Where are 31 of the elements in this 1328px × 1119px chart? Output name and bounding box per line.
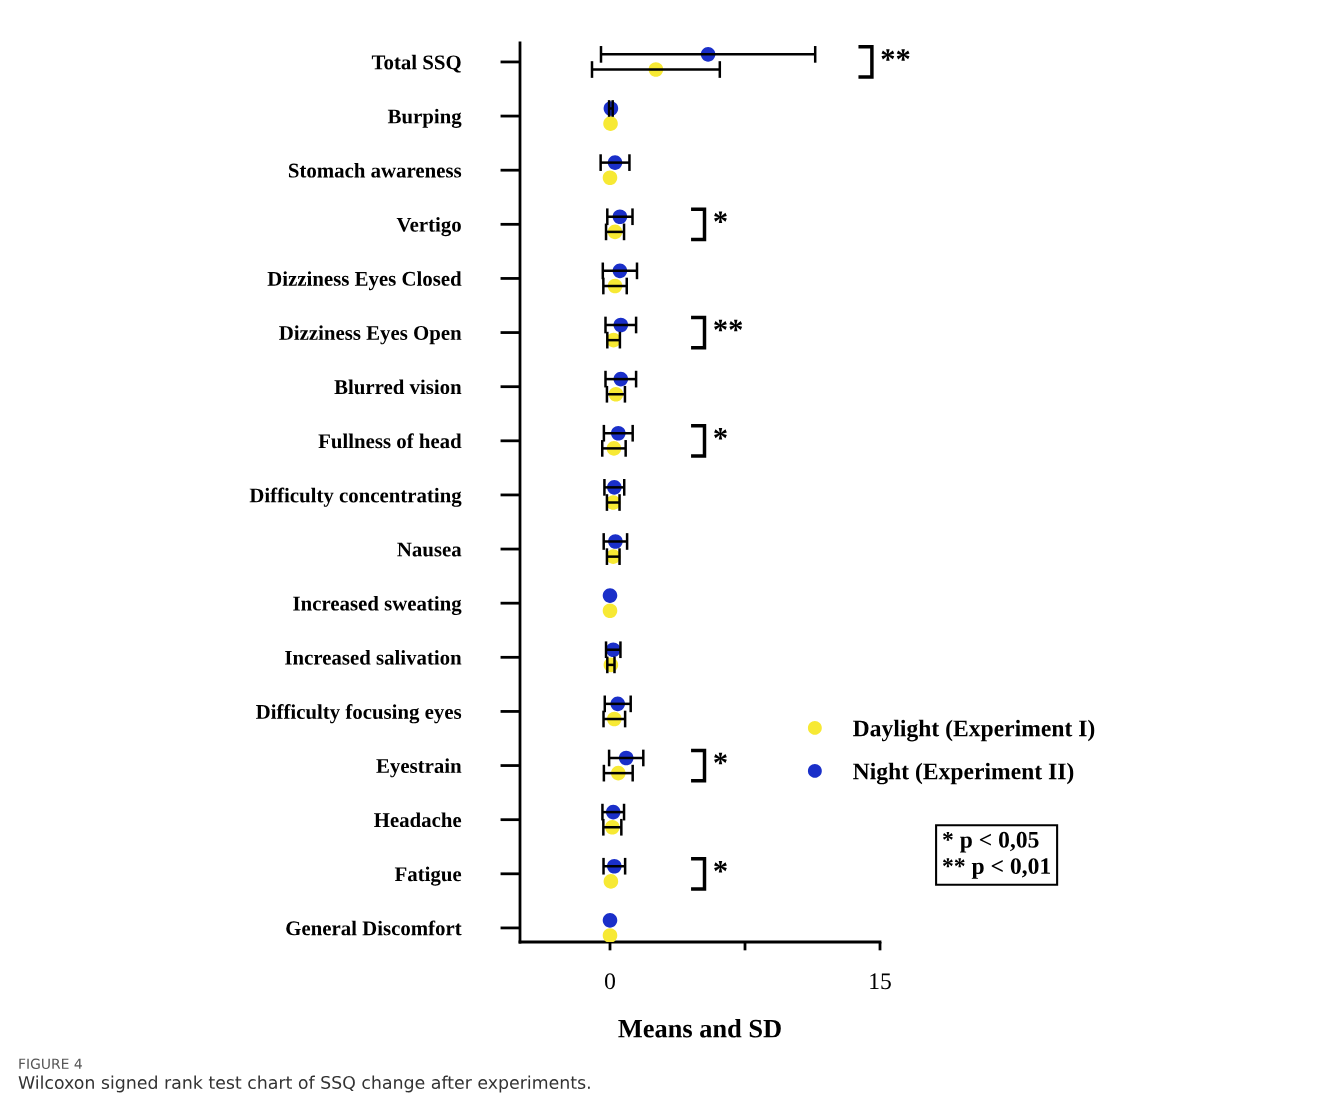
y-tick-label: Difficulty concentrating: [249, 487, 462, 507]
legend-label: Night (Experiment II): [853, 762, 1074, 785]
y-tick-label: Burping: [387, 108, 462, 128]
caption: FIGURE 4: [19, 1058, 82, 1070]
x-axis-title: Means and SD: [618, 1018, 781, 1038]
y-tick-label: Fatigue: [394, 866, 462, 886]
y-tick-label: Increased salivation: [285, 650, 462, 665]
annotation: *: [714, 428, 727, 440]
x-tick-label: 0: [605, 973, 615, 990]
y-tick-label: Total SSQ: [371, 54, 461, 73]
y-tick-label: Blurred vision: [334, 379, 462, 395]
y-tick-label: Dizziness Eyes Closed: [267, 271, 462, 291]
annotation: *: [714, 211, 727, 224]
y-tick-label: Headache: [374, 812, 462, 828]
x-tick-label: 15: [870, 973, 891, 990]
text: Wilcoxon signed rank test chart of SSQ change after experiments.: [18, 1075, 590, 1093]
legend-label: Daylight (Experiment I): [853, 719, 1095, 742]
y-tick-label: Eyestrain: [376, 758, 462, 778]
text: * p < 0,05 ** p < 0,01: [942, 831, 1050, 879]
y-tick-label: Stomach awareness: [288, 162, 462, 178]
annotation: *: [714, 752, 727, 765]
text: **: [881, 49, 910, 61]
y-tick-label: Vertigo: [396, 217, 461, 237]
y-tick-label: Dizziness Eyes Open: [279, 325, 462, 345]
y-tick-label: Increased sweating: [293, 595, 462, 616]
y-tick-label: General Discomfort: [286, 920, 462, 936]
y-tick-label: Fullness of head: [318, 433, 462, 449]
y-tick-label: Difficulty focusing eyes: [256, 704, 462, 724]
y-tick-label: Nausea: [397, 542, 462, 557]
annotation: *: [714, 860, 727, 873]
annotation: **: [714, 319, 743, 332]
